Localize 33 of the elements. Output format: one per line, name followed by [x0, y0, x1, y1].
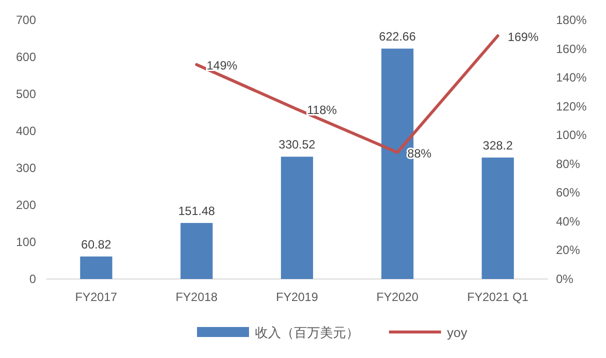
data-label: 328.2: [482, 138, 513, 153]
xtick: FY2019: [276, 290, 318, 304]
ytick: 600: [16, 50, 36, 64]
y2tick: 160%: [556, 42, 587, 56]
legend-label: 收入（百万美元）: [255, 325, 359, 340]
ytick: 0: [29, 272, 36, 286]
y2tick: 140%: [556, 70, 587, 85]
data-label: 151.48: [178, 204, 215, 218]
ytick: 100: [16, 235, 36, 249]
y2tick: 60%: [556, 186, 580, 200]
ytick: 300: [16, 161, 36, 175]
ytick: 500: [16, 87, 36, 101]
data-label: 60.82: [81, 238, 112, 252]
y2tick: 180%: [556, 13, 587, 27]
y2tick: 80%: [556, 156, 580, 171]
data-label: 118%: [307, 103, 337, 118]
ytick: 200: [16, 198, 36, 212]
ytick: 700: [16, 13, 36, 27]
data-label: 169%: [508, 30, 538, 44]
legend-label: yoy: [447, 325, 468, 340]
data-label: 149%: [206, 58, 238, 73]
xtick: FY2018: [176, 290, 218, 304]
xtick: FY2017: [75, 290, 118, 304]
data-label: 330.52: [278, 138, 316, 152]
y2tick: 40%: [556, 214, 580, 228]
y2tick: 100%: [556, 128, 587, 142]
y2tick: 120%: [556, 99, 587, 114]
xtick: FY2021 Q1: [467, 290, 528, 304]
y2tick: 0%: [556, 272, 574, 286]
y2tick: 20%: [556, 243, 580, 258]
data-label: 622.66: [379, 30, 416, 44]
xtick: FY2020: [376, 290, 418, 304]
ytick: 400: [16, 124, 36, 138]
